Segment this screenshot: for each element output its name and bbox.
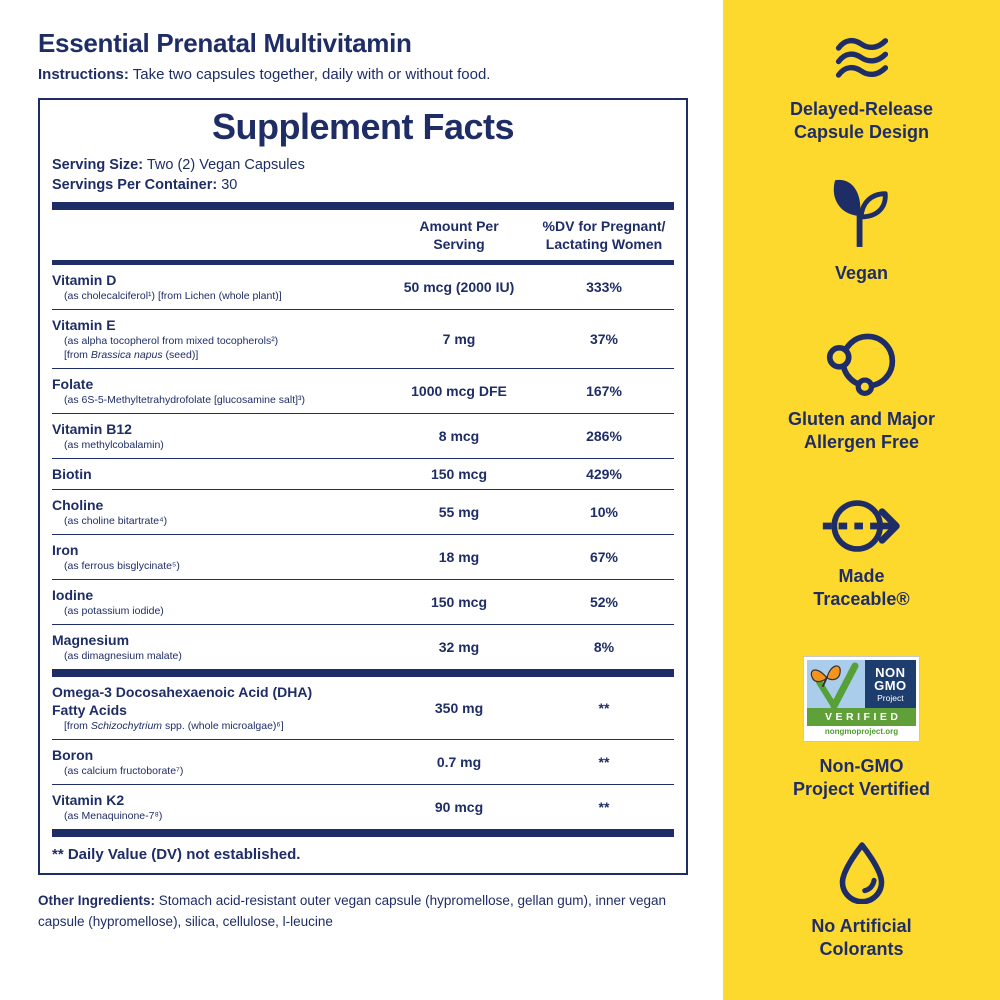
divider-thick (52, 668, 674, 677)
feature-label: Delayed-Release Capsule Design (789, 99, 934, 142)
other-ingredients-label: Other Ingredients: (38, 892, 156, 908)
table-row-vitamin-e: Vitamin E (as alpha tocopherol from mixe… (52, 310, 674, 369)
servings-per-container-line: Servings Per Container: 30 (52, 175, 674, 195)
badge-url: nongmoproject.org (807, 726, 916, 738)
molecules-icon (723, 328, 1000, 398)
table-body-main: Vitamin D (as cholecalciferol¹) [from Li… (52, 265, 674, 669)
feature-no-colorants: No Artificial Colorants (723, 840, 1000, 960)
header-dv: %DV for Pregnant/ Lactating Women (542, 217, 666, 252)
feature-label: Gluten and Major Allergen Free (787, 409, 935, 452)
feature-delayed-release: Delayed-Release Capsule Design (723, 34, 1000, 143)
feature-vegan: Vegan (723, 178, 1000, 285)
dv-footnote: ** Daily Value (DV) not established. (52, 845, 301, 863)
table-row-choline: Choline (as choline bitartrate⁴) 55 mg 1… (52, 490, 674, 535)
divider-medium (52, 259, 674, 265)
feature-non-gmo: NON GMO Project VERIFIED nongmoproject.o… (723, 656, 1000, 800)
serving-size-line: Serving Size: Two (2) Vegan Capsules (52, 155, 674, 175)
label-content: Essential Prenatal Multivitamin Instruct… (38, 28, 688, 933)
feature-label: Vegan (834, 263, 889, 283)
serving-size-value: Two (2) Vegan Capsules (146, 156, 305, 173)
table-row-iron: Iron (as ferrous bisglycinate⁵) 18 mg 67… (52, 535, 674, 580)
non-gmo-badge: NON GMO Project VERIFIED nongmoproject.o… (803, 656, 920, 742)
waves-icon (723, 34, 1000, 80)
feature-made-traceable: Made Traceable® (723, 496, 1000, 610)
table-row-boron: Boron (as calcium fructoborate⁷) 0.7 mg … (52, 740, 674, 785)
traceable-arrow-icon (723, 496, 1000, 556)
features-panel: Delayed-Release Capsule Design Vegan Gl (723, 0, 1000, 1000)
feature-label: Made Traceable® (813, 566, 910, 609)
supplement-facts-title: Supplement Facts (211, 106, 515, 147)
header-amount: Amount Per Serving (419, 217, 499, 252)
divider-thick (52, 828, 674, 837)
servings-value: 30 (221, 176, 238, 193)
verified-band: VERIFIED (807, 708, 916, 726)
droplet-icon (723, 840, 1000, 904)
table-body-secondary: Omega-3 Docosahexaenoic Acid (DHA) Fatty… (52, 677, 674, 829)
instructions-label: Instructions: (38, 66, 129, 83)
non-gmo-text-block: NON GMO Project (864, 660, 916, 708)
feature-label: No Artificial Colorants (811, 916, 912, 959)
divider-thick (52, 201, 674, 210)
page-title: Essential Prenatal Multivitamin (38, 28, 412, 58)
supplement-facts-panel: Supplement Facts Serving Size: Two (2) V… (38, 98, 688, 875)
servings-label: Servings Per Container: (52, 176, 218, 193)
feature-gluten-free: Gluten and Major Allergen Free (723, 328, 1000, 453)
instructions-line: Instructions: Take two capsules together… (38, 66, 688, 83)
table-header-row: Amount Per Serving %DV for Pregnant/ Lac… (52, 210, 674, 260)
feature-label: Non-GMO Project Vertified (792, 756, 931, 799)
table-row-vitamin-k2: Vitamin K2 (as Menaquinone-7⁸) 90 mcg ** (52, 791, 610, 822)
table-row-biotin: Biotin 150 mcg 429% (52, 459, 674, 490)
table-row-vitamin-d: Vitamin D (as cholecalciferol¹) [from Li… (52, 265, 674, 310)
sprout-icon (723, 178, 1000, 250)
serving-size-label: Serving Size: (52, 156, 144, 173)
other-ingredients: Other Ingredients: Stomach acid-resistan… (38, 892, 667, 929)
table-row-vitamin-b12: Vitamin B12 (as methylcobalamin) 8 mcg 2… (52, 414, 674, 459)
table-row-iodine: Iodine (as potassium iodide) 150 mcg 52% (52, 580, 674, 625)
table-row-omega-3-dha: Omega-3 Docosahexaenoic Acid (DHA) Fatty… (52, 677, 674, 740)
instructions-text: Take two capsules together, daily with o… (132, 66, 491, 83)
table-row-magnesium: Magnesium (as dimagnesium malate) 32 mg … (52, 631, 615, 662)
butterfly-art (807, 660, 865, 708)
table-row-folate: Folate (as 6S-5-Methyltetrahydrofolate [… (52, 369, 674, 414)
